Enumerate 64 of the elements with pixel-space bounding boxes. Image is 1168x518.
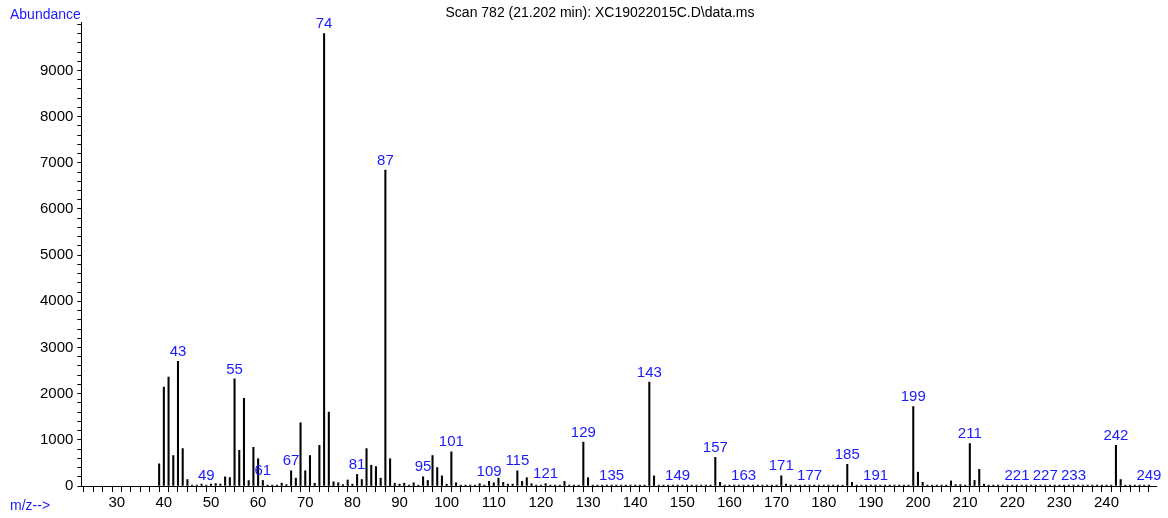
- y-axis-title: Abundance: [10, 5, 82, 22]
- y-tick-label: 6000: [39, 199, 74, 217]
- x-tick-label: 70: [296, 493, 314, 511]
- annotation: 67: [282, 451, 300, 469]
- annotation: 249: [1136, 465, 1162, 483]
- annotation: 81: [348, 455, 366, 473]
- annotation: 101: [438, 432, 464, 450]
- annotation: 227: [1032, 465, 1058, 483]
- annotation: 87: [377, 150, 394, 168]
- annotation: 185: [834, 444, 860, 462]
- y-tick-label: 9000: [39, 60, 74, 78]
- y-tick-label: 0: [65, 476, 74, 494]
- x-tick-label: 110: [481, 493, 506, 511]
- annotation: 49: [197, 465, 215, 483]
- annotation: 157: [702, 438, 728, 456]
- x-tick-label: 140: [622, 493, 648, 511]
- x-tick-label: 170: [764, 493, 790, 511]
- x-axis-title: m/z-->: [10, 496, 51, 513]
- x-tick-label: 50: [202, 493, 220, 511]
- x-tick-label: 100: [434, 493, 460, 511]
- x-tick-label: 130: [575, 493, 601, 511]
- x-tick-label: 160: [716, 493, 742, 511]
- x-tick-label: 240: [1093, 493, 1120, 511]
- x-tick-label: 40: [155, 493, 173, 511]
- annotation: 109: [476, 462, 502, 480]
- annotation: 199: [900, 387, 926, 405]
- x-tick-label: 220: [999, 493, 1025, 511]
- y-tick-label: 8000: [39, 106, 74, 124]
- annotation: 163: [731, 465, 757, 483]
- x-tick-label: 120: [528, 493, 554, 511]
- x-tick-label: 190: [858, 493, 884, 511]
- annotation: 55: [226, 359, 243, 377]
- x-tick-label: 200: [905, 493, 931, 511]
- x-tick-label: 60: [249, 493, 267, 511]
- x-tick-label: 150: [669, 493, 695, 511]
- annotation: 121: [533, 464, 559, 482]
- annotation: 149: [665, 465, 691, 483]
- annotation: 129: [570, 422, 596, 440]
- annotation: 177: [797, 465, 823, 483]
- y-tick-label: 3000: [39, 337, 74, 355]
- annotation: 171: [768, 456, 794, 474]
- annotation: 211: [957, 424, 982, 442]
- annotation: 143: [636, 362, 662, 380]
- chart-title: Scan 782 (21.202 min): XC19022015C.D\data.ms: [445, 3, 755, 20]
- annotation: 43: [169, 341, 187, 359]
- annotation: 191: [863, 465, 889, 483]
- x-tick-label: 180: [811, 493, 837, 511]
- annotation: 233: [1061, 465, 1087, 483]
- annotation: 95: [414, 457, 432, 475]
- x-tick-label: 30: [108, 493, 126, 511]
- x-tick-label: 230: [1046, 493, 1072, 511]
- y-tick-label: 7000: [39, 152, 74, 170]
- y-tick-label: 2000: [39, 383, 74, 401]
- y-tick-label: 1000: [39, 429, 74, 447]
- y-tick-label: 4000: [39, 291, 74, 309]
- annotation: 74: [315, 14, 333, 32]
- y-tick-label: 5000: [39, 245, 74, 263]
- annotation: 135: [599, 465, 625, 483]
- annotation: 115: [505, 451, 530, 469]
- annotation: 221: [1004, 465, 1030, 483]
- x-tick-label: 90: [391, 493, 408, 511]
- annotation: 242: [1103, 426, 1129, 444]
- x-tick-label: 210: [952, 493, 978, 511]
- x-tick-label: 80: [344, 493, 361, 511]
